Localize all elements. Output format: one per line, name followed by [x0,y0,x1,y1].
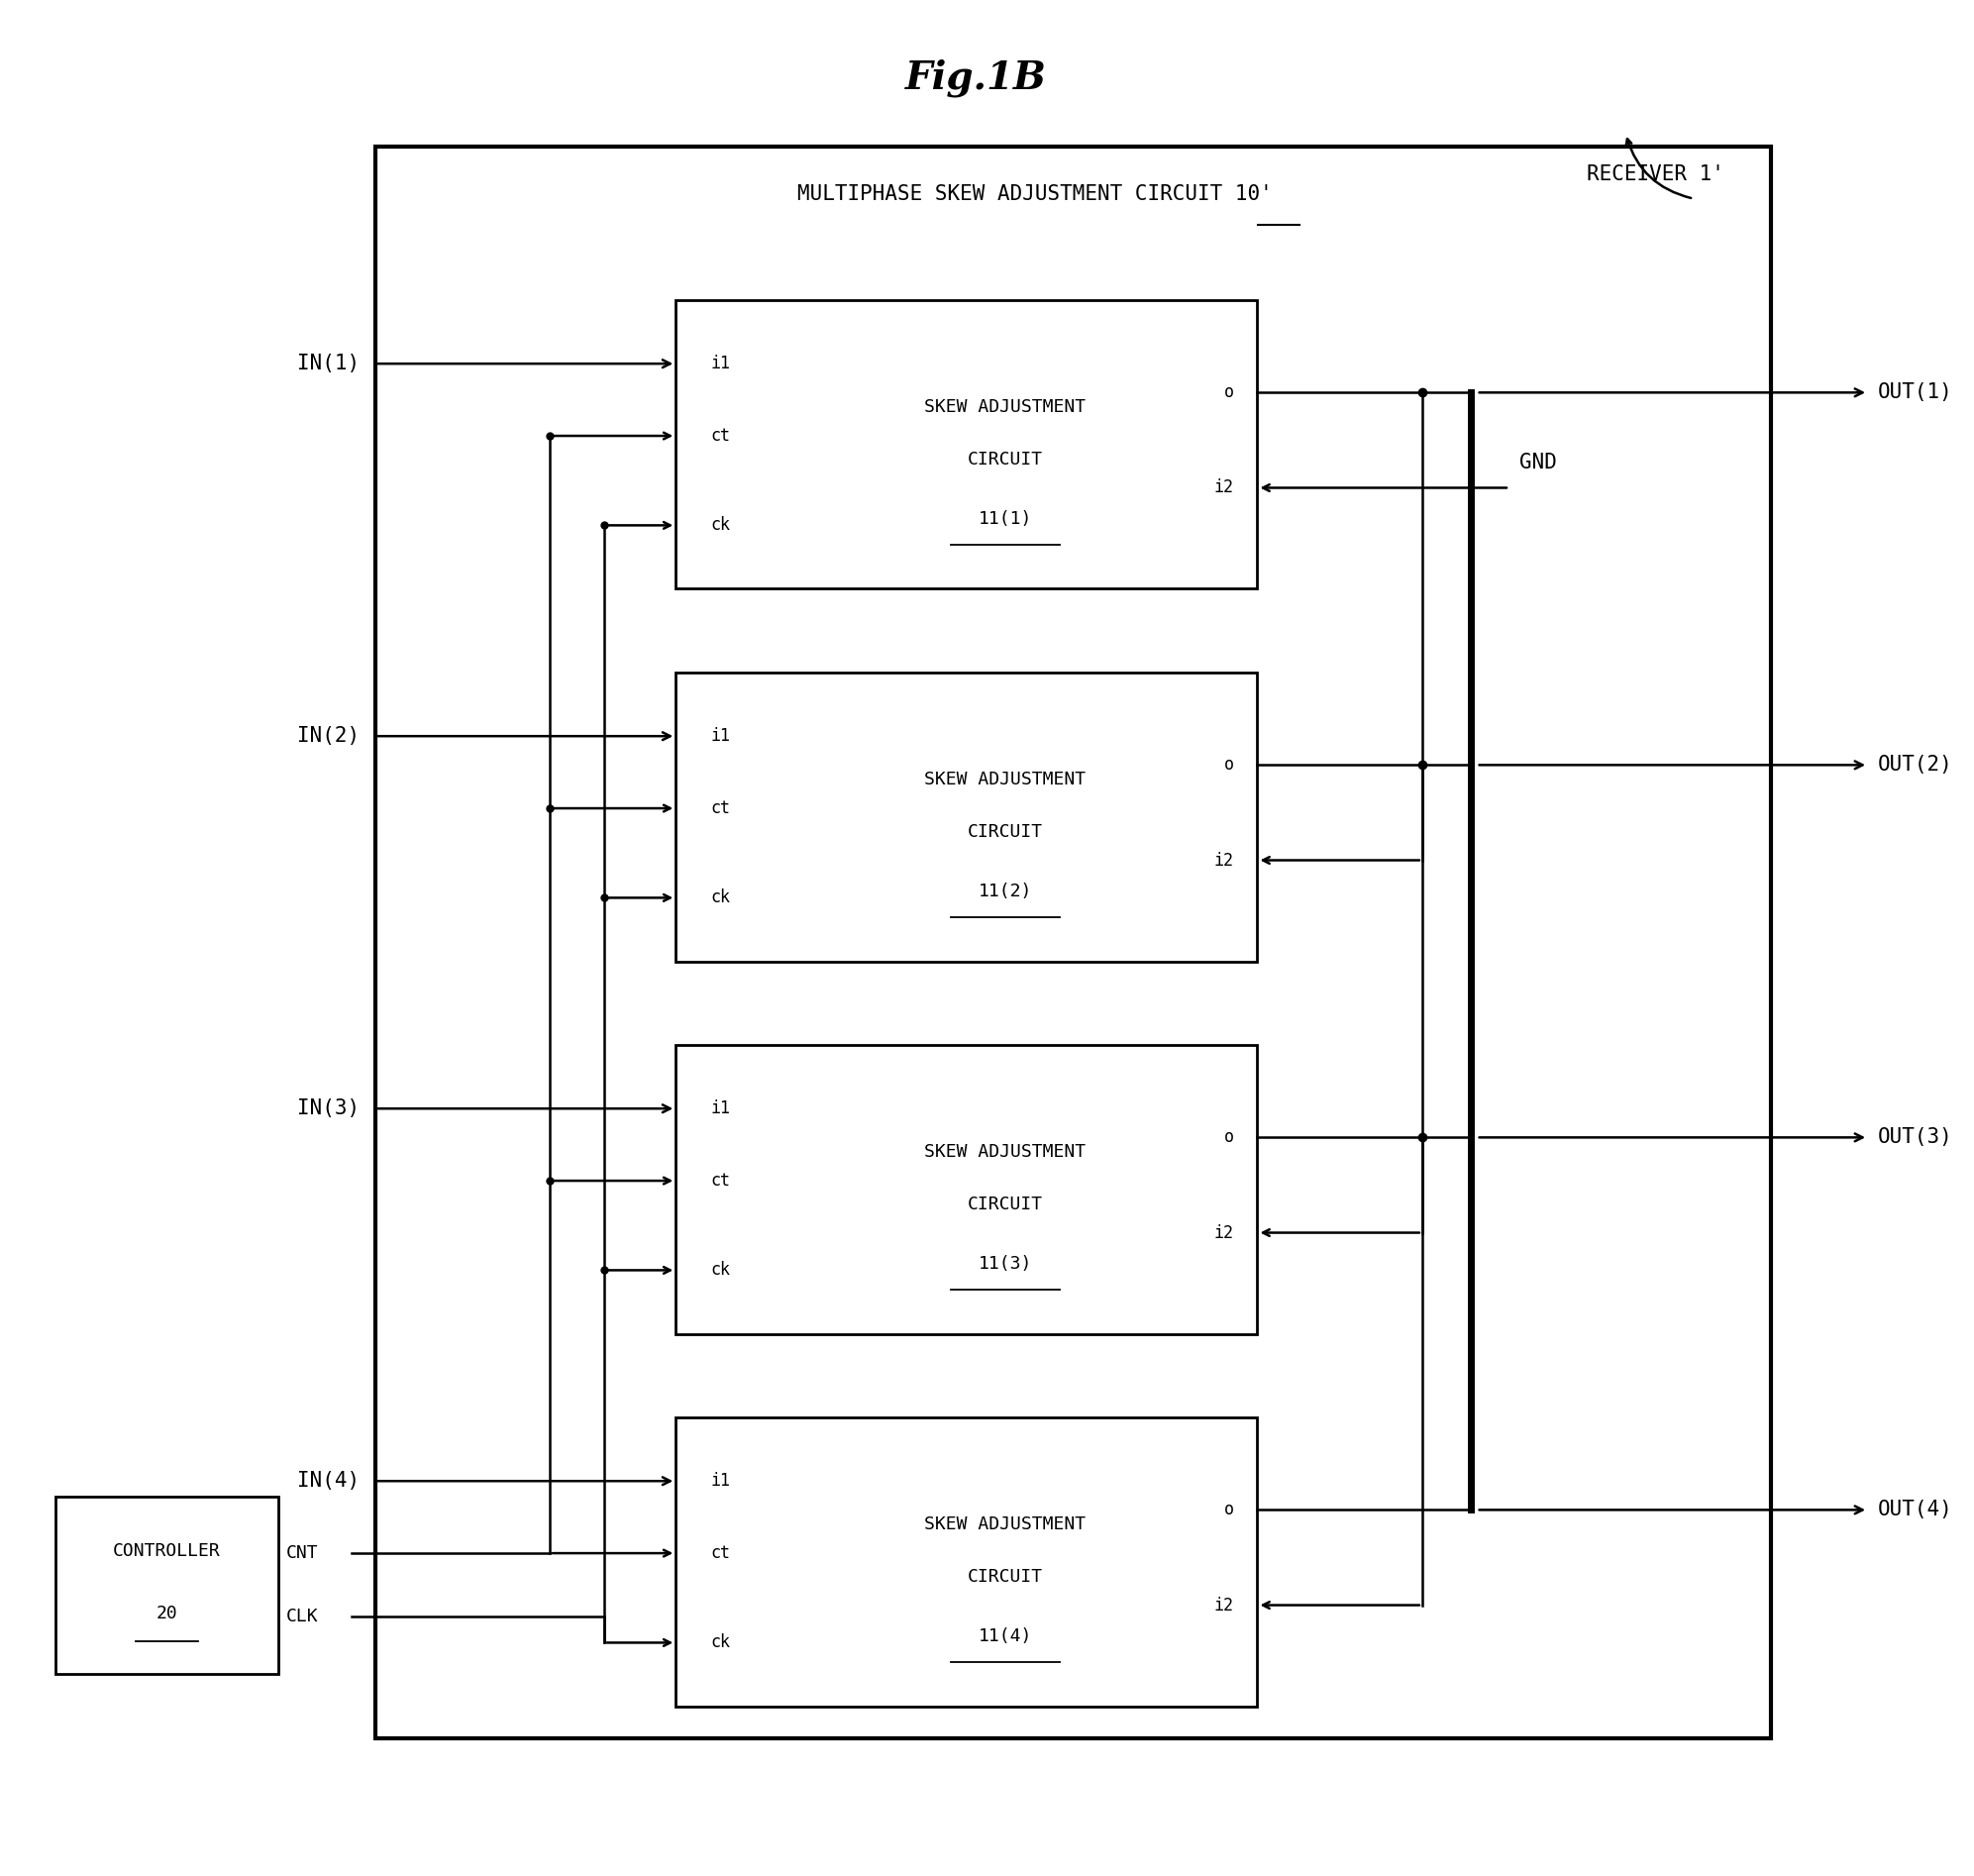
Bar [55,1497,278,1673]
Text: SKEW ADJUSTMENT: SKEW ADJUSTMENT [924,1142,1086,1161]
Text: i1: i1 [711,728,730,745]
Text: CLK: CLK [286,1608,318,1626]
Text: i1: i1 [711,1473,730,1490]
Text: ct: ct [711,799,730,818]
Bar [375,146,1771,1739]
Text: 11(1): 11(1) [979,510,1032,527]
Bar [675,1045,1257,1334]
Text: CIRCUIT: CIRCUIT [967,824,1042,840]
Bar [675,673,1257,961]
Text: SKEW ADJUSTMENT: SKEW ADJUSTMENT [924,398,1086,416]
Bar [675,300,1257,589]
Text: 11(2): 11(2) [979,882,1032,900]
Text: i1: i1 [711,355,730,373]
Text: i2: i2 [1214,1596,1234,1613]
Text: CIRCUIT: CIRCUIT [967,1568,1042,1585]
Text: RECEIVER 1': RECEIVER 1' [1587,165,1725,184]
Text: IN(3): IN(3) [298,1099,359,1118]
Text: CNT: CNT [286,1544,318,1563]
Text: OUT(3): OUT(3) [1877,1127,1952,1148]
Text: CIRCUIT: CIRCUIT [967,1195,1042,1214]
Text: IN(4): IN(4) [298,1471,359,1491]
Text: 11(4): 11(4) [979,1626,1032,1645]
Text: SKEW ADJUSTMENT: SKEW ADJUSTMENT [924,771,1086,788]
Text: CIRCUIT: CIRCUIT [967,450,1042,469]
Text: SKEW ADJUSTMENT: SKEW ADJUSTMENT [924,1516,1086,1533]
Text: ct: ct [711,1544,730,1563]
Text: ck: ck [711,516,730,535]
Text: o: o [1224,756,1234,775]
Text: ct: ct [711,428,730,445]
Text: GND: GND [1520,454,1557,473]
Text: o: o [1224,1501,1234,1520]
Text: 11(3): 11(3) [979,1255,1032,1272]
Text: i2: i2 [1214,852,1234,869]
Bar [675,1418,1257,1705]
Text: OUT(1): OUT(1) [1877,383,1952,403]
Text: MULTIPHASE SKEW ADJUSTMENT CIRCUIT 10': MULTIPHASE SKEW ADJUSTMENT CIRCUIT 10' [797,184,1271,204]
Text: CONTROLLER: CONTROLLER [113,1542,221,1561]
Text: i2: i2 [1214,1223,1234,1242]
Text: ck: ck [711,889,730,906]
Text: IN(1): IN(1) [298,355,359,373]
Text: Fig.1B: Fig.1B [906,58,1046,98]
Text: OUT(4): OUT(4) [1877,1501,1952,1520]
Text: ck: ck [711,1261,730,1279]
Text: ct: ct [711,1172,730,1189]
Text: 20: 20 [156,1604,178,1623]
Text: o: o [1224,383,1234,401]
Text: IN(2): IN(2) [298,726,359,747]
Text: i1: i1 [711,1099,730,1118]
Text: i2: i2 [1214,478,1234,497]
Text: ck: ck [711,1634,730,1651]
Text: OUT(2): OUT(2) [1877,756,1952,775]
Text: o: o [1224,1129,1234,1146]
